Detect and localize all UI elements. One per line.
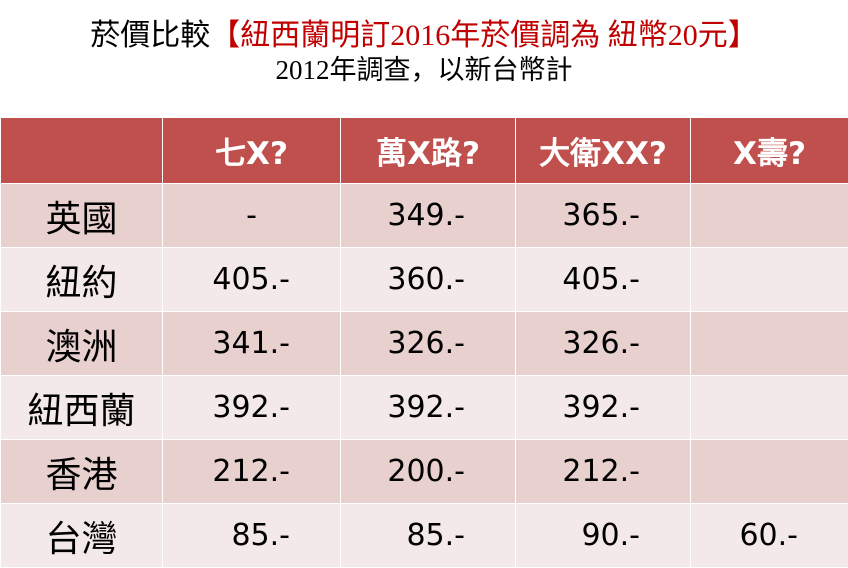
price-cell: 60.- [691, 504, 848, 568]
subtitle: 2012年調查，以新台幣計 [0, 54, 848, 86]
price-cell: 212.- [163, 440, 341, 504]
price-cell: 360.- [341, 248, 516, 312]
price-cell: 341.- [163, 312, 341, 376]
header: 菸價比較【紐西蘭明訂2016年菸價調為 紐幣20元】 2012年調查，以新台幣計 [0, 0, 848, 118]
row-label: 紐西蘭 [1, 376, 163, 440]
row-label: 紐約 [1, 248, 163, 312]
price-cell: 90.- [516, 504, 691, 568]
column-header: 大衛XX? [516, 118, 691, 184]
price-cell: 212.- [516, 440, 691, 504]
price-cell: 326.- [341, 312, 516, 376]
empty-cell [691, 184, 848, 248]
title-line: 菸價比較【紐西蘭明訂2016年菸價調為 紐幣20元】 [0, 0, 848, 54]
row-label: 香港 [1, 440, 163, 504]
price-cell: 349.- [341, 184, 516, 248]
empty-cell [691, 376, 848, 440]
price-cell: 405.- [516, 248, 691, 312]
row-label: 台灣 [1, 504, 163, 568]
price-cell: - [163, 184, 341, 248]
price-cell: 392.- [516, 376, 691, 440]
price-cell: 365.- [516, 184, 691, 248]
column-header: X壽? [691, 118, 848, 184]
column-header: 萬X路? [341, 118, 516, 184]
title: 菸價比較 [90, 19, 210, 52]
empty-cell [691, 248, 848, 312]
empty-cell [691, 440, 848, 504]
row-label: 英國 [1, 184, 163, 248]
table-row: 英國-349.-365.- [1, 184, 848, 248]
price-cell: 326.- [516, 312, 691, 376]
corner-cell [1, 118, 163, 184]
title-highlight: 【紐西蘭明訂2016年菸價調為 紐幣20元】 [210, 19, 758, 52]
row-label: 澳洲 [1, 312, 163, 376]
empty-cell [691, 312, 848, 376]
price-cell: 405.- [163, 248, 341, 312]
price-cell: 392.- [163, 376, 341, 440]
price-cell: 200.- [341, 440, 516, 504]
price-cell: 85.- [163, 504, 341, 568]
header-row: 七X?萬X路?大衛XX?X壽? [1, 118, 848, 184]
price-cell: 392.- [341, 376, 516, 440]
column-header: 七X? [163, 118, 341, 184]
price-cell: 85.- [341, 504, 516, 568]
